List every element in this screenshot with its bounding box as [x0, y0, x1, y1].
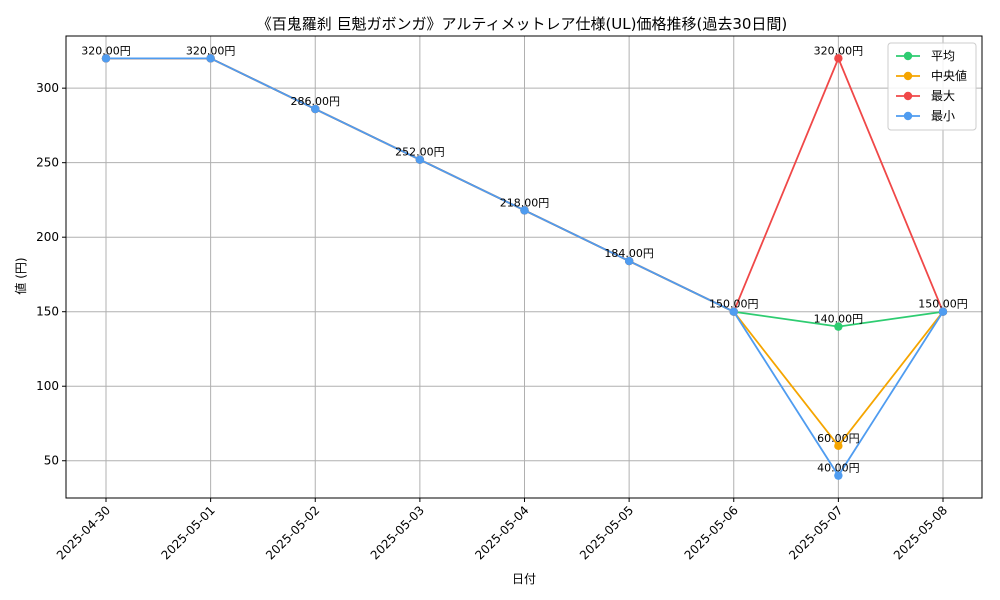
data-point: [938, 307, 948, 316]
data-label: 286.00円: [291, 95, 341, 108]
chart-title: 《百鬼羅刹 巨魁ガボンガ》アルティメットレア仕様(UL)価格推移(過去30日間): [257, 15, 788, 33]
legend-label: 中央値: [931, 68, 967, 83]
legend-box: [887, 42, 977, 131]
series-lines: [101, 54, 948, 480]
x-axis-label: 日付: [512, 572, 536, 586]
data-label: 140.00円: [814, 313, 864, 326]
data-label: 320.00円: [814, 44, 864, 57]
data-label: 252.00円: [395, 146, 445, 159]
data-point: [834, 322, 843, 331]
data-point: [206, 54, 215, 63]
data-label: 60.00円: [817, 432, 860, 445]
x-tick-label: 2025-05-02: [263, 503, 322, 562]
y-axis: 50 100 150 200 250 300: [36, 81, 66, 468]
legend-swatch-marker: [903, 51, 913, 61]
x-tick-label: 2025-05-05: [577, 503, 636, 562]
legend-item: 最大: [896, 89, 955, 103]
x-tick-label: 2025-05-04: [472, 503, 531, 562]
y-tick-label: 300: [36, 81, 59, 95]
y-axis-label: 値 (円): [13, 257, 28, 294]
data-label: 150.00円: [918, 298, 968, 311]
legend-label: 最大: [931, 89, 955, 103]
legend-item: 平均: [896, 49, 955, 63]
data-point: [311, 104, 320, 114]
data-point: [729, 307, 738, 316]
data-label: 184.00円: [604, 247, 654, 260]
legend-item: 中央値: [896, 68, 967, 83]
data-label: 320.00円: [81, 44, 131, 57]
x-tick-label: 2025-05-07: [786, 503, 845, 562]
legend-item: 最小: [896, 109, 955, 123]
data-point: [101, 54, 111, 63]
data-point: [415, 155, 425, 164]
data-point: [520, 206, 529, 215]
legend-label: 最小: [931, 109, 955, 123]
y-tick-label: 150: [36, 305, 59, 319]
data-label: 150.00円: [709, 298, 759, 311]
x-axis: 2025-04-30 2025-05-01 2025-05-02 2025-05-03…: [54, 498, 950, 562]
x-tick-label: 2025-05-08: [891, 503, 950, 562]
data-point: [834, 441, 843, 451]
legend-swatch-marker: [903, 91, 913, 101]
y-tick-label: 50: [44, 454, 59, 468]
legend-swatch-marker: [903, 111, 913, 121]
data-labels: 320.00円 320.00円 286.00円 252.00円 218.00円 184.0…: [81, 44, 968, 474]
data-label: 40.00円: [817, 462, 860, 475]
x-tick-label: 2025-05-01: [159, 503, 218, 562]
data-label: 320.00円: [186, 44, 236, 57]
y-tick-label: 100: [36, 379, 59, 393]
x-tick-label: 2025-05-03: [368, 503, 427, 562]
series-最小: [101, 54, 948, 480]
legend-label: 平均: [931, 49, 955, 63]
data-label: 218.00円: [500, 196, 550, 209]
legend-swatch-marker: [903, 71, 913, 81]
data-point: [834, 54, 843, 63]
x-tick-label: 2025-04-30: [54, 503, 113, 562]
y-tick-label: 250: [36, 156, 59, 170]
y-tick-label: 200: [36, 230, 59, 244]
x-tick-label: 2025-05-06: [682, 503, 741, 562]
data-point: [834, 471, 843, 480]
grid: [66, 36, 982, 498]
data-point: [624, 256, 634, 266]
